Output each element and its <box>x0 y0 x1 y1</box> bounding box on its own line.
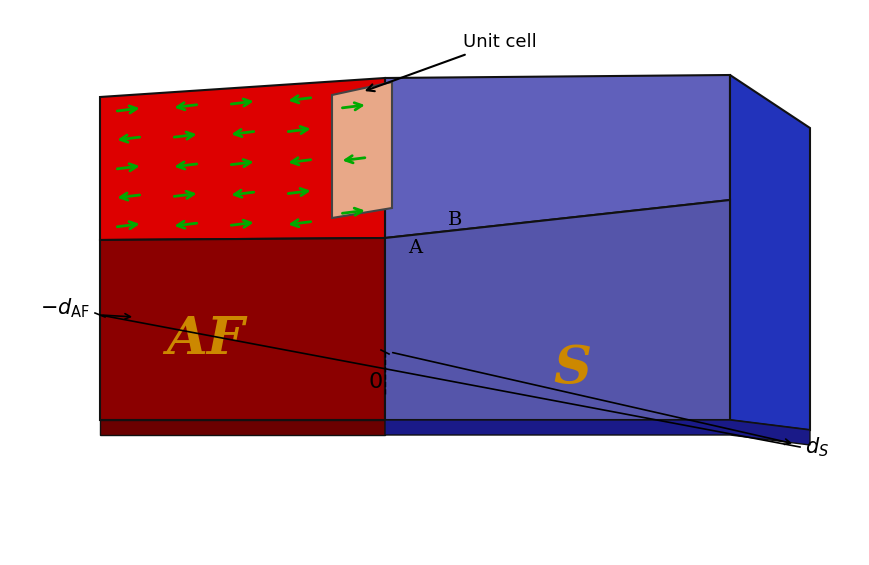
Text: $d_S$: $d_S$ <box>804 435 828 459</box>
Polygon shape <box>100 238 385 420</box>
Polygon shape <box>729 75 809 430</box>
Text: $0$: $0$ <box>368 372 382 392</box>
Polygon shape <box>385 75 729 238</box>
Text: AF: AF <box>166 315 244 366</box>
Polygon shape <box>100 420 385 435</box>
Polygon shape <box>385 200 729 420</box>
Text: B: B <box>448 211 461 229</box>
Text: S: S <box>553 342 590 393</box>
Polygon shape <box>100 78 385 240</box>
Text: $-d_{\mathrm{AF}}$: $-d_{\mathrm{AF}}$ <box>40 297 90 320</box>
Text: Unit cell: Unit cell <box>367 33 536 91</box>
Polygon shape <box>332 82 392 218</box>
Text: A: A <box>408 239 421 257</box>
Polygon shape <box>385 420 809 445</box>
